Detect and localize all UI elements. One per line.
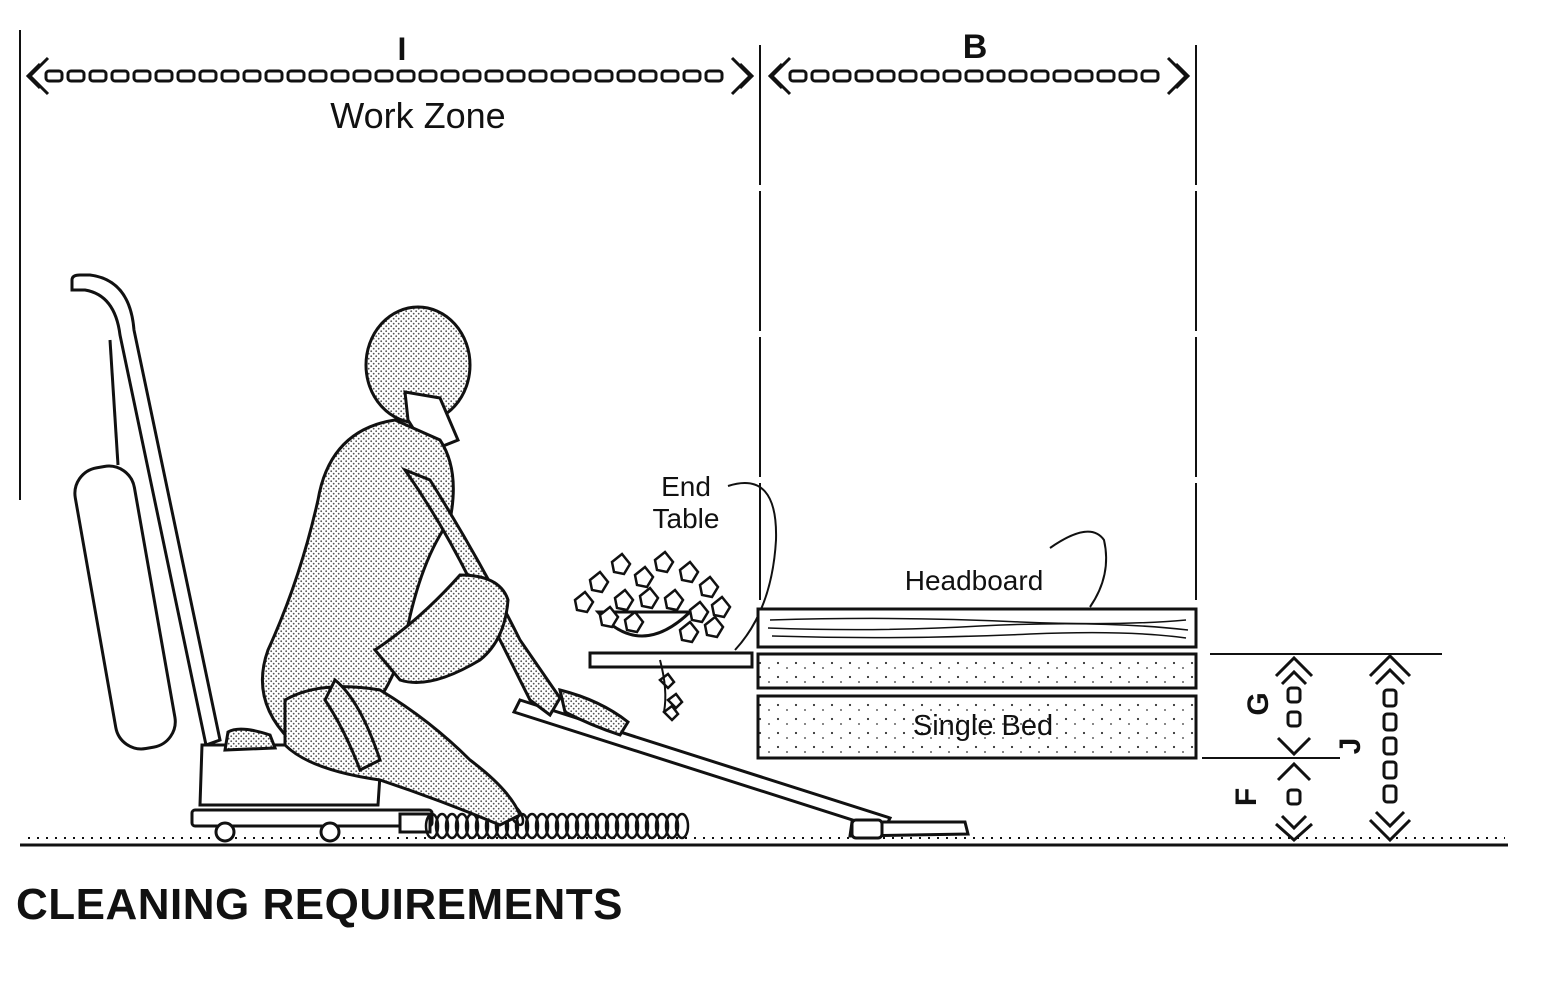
vacuum-wand-and-nozzle [511,698,970,840]
bed-clearance-letter: G [1242,692,1275,715]
height-reference-lines [1202,653,1442,759]
headboard-leader-line [1049,530,1108,608]
end-table-label-line1: End [661,471,711,502]
floor-clearance-dimension-arrow [1275,761,1313,843]
work-zone-dimension-arrow [25,56,755,96]
bed-clearance-dimension-arrow [1274,655,1314,757]
headboard-illustration [756,607,1198,649]
work-zone-letter: I [398,31,407,67]
end-table-illustration [573,550,754,722]
floor-line [20,837,1508,847]
bed-width-letter: B [963,28,988,66]
diagram-title: CLEANING REQUIREMENTS [16,880,623,929]
end-table-leader-line [727,482,778,651]
single-bed-illustration [756,652,1198,760]
end-table-label-line2: Table [653,503,720,534]
zone-boundary-lines [19,30,1197,600]
bed-width-dimension-arrow [767,56,1191,96]
single-bed-label: Single Bed [913,710,1053,742]
total-height-dimension-arrow [1368,653,1412,843]
floor-clearance-letter: F [1230,788,1263,806]
headboard-label: Headboard [905,565,1044,596]
kneeling-person-illustration [223,305,630,827]
total-height-letter: J [1334,738,1367,755]
work-zone-label: Work Zone [330,95,505,136]
